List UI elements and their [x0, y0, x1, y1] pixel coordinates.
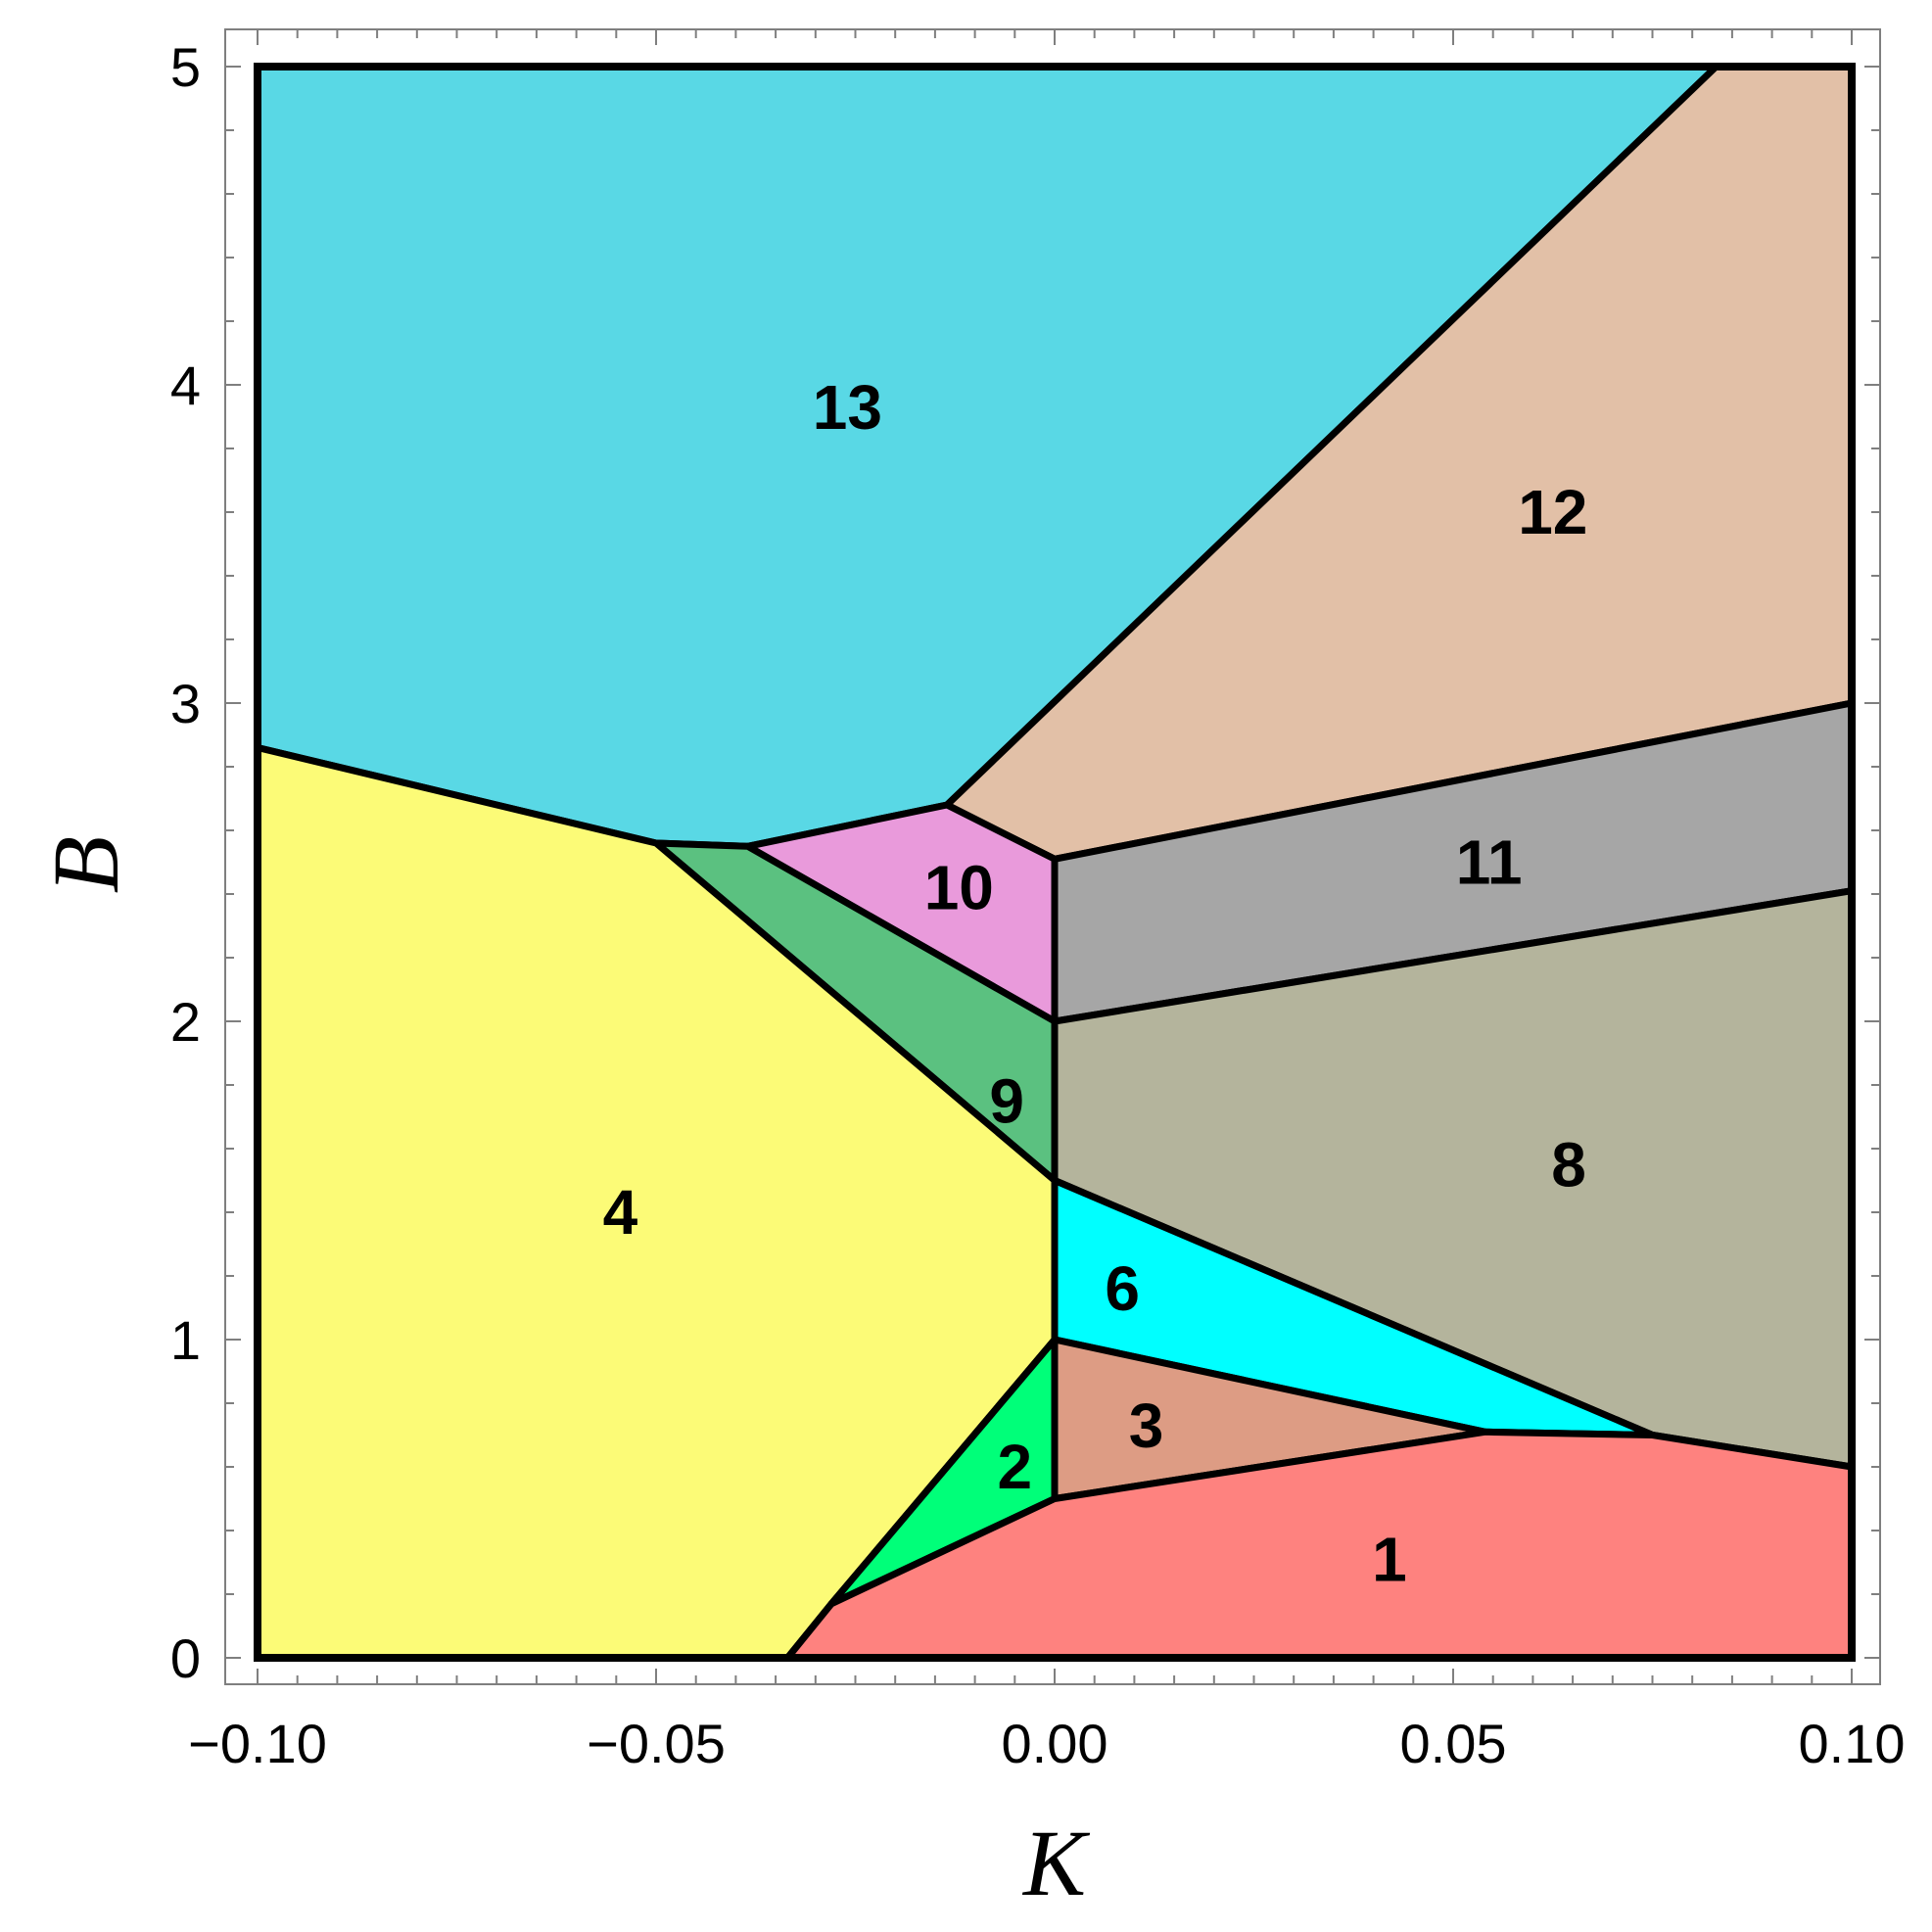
y-tick-label: 2 [170, 991, 201, 1053]
region-label-4: 4 [603, 1177, 638, 1248]
region-label-10: 10 [924, 853, 994, 923]
y-tick-label: 5 [170, 36, 201, 98]
y-tick-label: 1 [170, 1309, 201, 1371]
x-tick-label: 0.10 [1799, 1713, 1906, 1774]
y-tick-label: 4 [170, 354, 201, 416]
region-label-12: 12 [1518, 477, 1587, 547]
region-label-2: 2 [998, 1432, 1033, 1502]
x-tick-label: 0.05 [1400, 1713, 1507, 1774]
ticks-layer [225, 29, 1880, 1684]
region-label-3: 3 [1129, 1390, 1164, 1461]
region-label-13: 13 [813, 372, 882, 443]
x-tick-label: −0.10 [188, 1713, 327, 1774]
regions-layer [254, 63, 1856, 1662]
region-label-9: 9 [989, 1065, 1024, 1136]
region-label-1: 1 [1372, 1524, 1407, 1594]
x-tick-label: −0.05 [587, 1713, 726, 1774]
x-tick-label: 0.00 [1002, 1713, 1108, 1774]
y-tick-label: 3 [170, 673, 201, 734]
y-tick-label: 0 [170, 1627, 201, 1689]
region-labels-layer: 13 12 10 9 11 8 4 6 3 2 1 [603, 372, 1588, 1595]
data-border [254, 63, 1856, 1662]
region-label-8: 8 [1551, 1129, 1586, 1200]
y-axis-title: B [33, 836, 138, 894]
plot-frame [224, 28, 1881, 1685]
region-label-6: 6 [1105, 1253, 1140, 1324]
x-axis-title: K [1021, 1811, 1091, 1915]
region-label-11: 11 [1456, 827, 1523, 898]
